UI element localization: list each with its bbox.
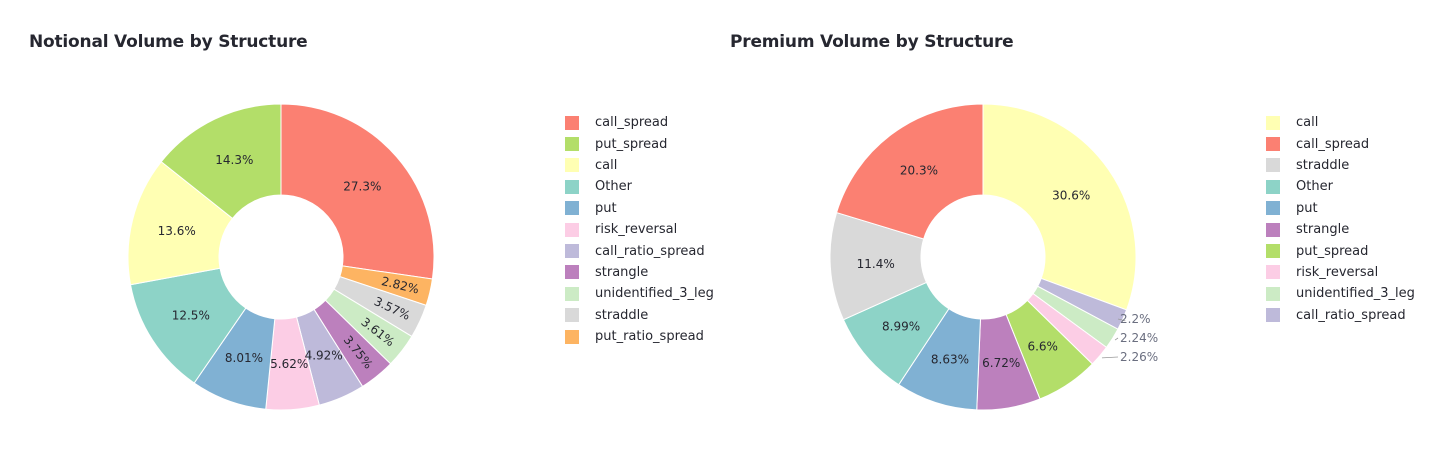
legend-label: straddle (1296, 157, 1350, 173)
legend-label: risk_reversal (1296, 264, 1379, 280)
legend-label: straddle (595, 307, 649, 323)
slice-label-strangle: 6.72% (982, 356, 1020, 370)
slice-label-other: 8.99% (882, 320, 920, 334)
slice-label-other: 12.5% (172, 308, 210, 322)
legend-item-straddle[interactable]: straddle (1266, 155, 1415, 176)
legend-label: unidentified_3_leg (1296, 286, 1415, 302)
slice-label-put-spread: 14.3% (215, 153, 253, 167)
legend-swatch (565, 158, 579, 173)
legend-swatch (565, 244, 579, 259)
legend-label: strangle (1296, 222, 1350, 238)
legend-item-put[interactable]: put (565, 198, 714, 219)
legend-item-call-spread[interactable]: call_spread (1266, 133, 1415, 154)
legend-label: put_spread (1296, 243, 1369, 259)
legend-item-risk-reversal[interactable]: risk_reversal (1266, 262, 1415, 283)
chart-title: Premium Volume by Structure (730, 32, 1014, 52)
legend-label: strangle (595, 264, 649, 280)
legend-label: put (1296, 200, 1318, 216)
legend-label: Other (1296, 179, 1333, 195)
legend-item-other[interactable]: Other (1266, 176, 1415, 197)
legend-item-put[interactable]: put (1266, 198, 1415, 219)
chart-title: Notional Volume by Structure (29, 32, 308, 52)
legend-item-put-ratio-spread[interactable]: put_ratio_spread (565, 326, 714, 347)
legend-swatch (565, 179, 579, 194)
legend-swatch (565, 265, 579, 280)
legend-swatch (565, 329, 579, 344)
premium-donut-chart: 30.6% 2.2% 2.24% 2.26% 6.6% 6.72% 8.63% 8.99% 11… (829, 103, 1158, 411)
slice-label-unidentified-3-leg: 2.24% (1120, 331, 1158, 345)
legend-item-call-spread[interactable]: call_spread (565, 112, 714, 133)
legend-label: Other (595, 179, 632, 195)
legend-swatch (565, 201, 579, 216)
legend-item-call-ratio-spread[interactable]: call_ratio_spread (1266, 305, 1415, 326)
slice-label-put-spread: 6.6% (1027, 339, 1058, 353)
legend-swatch (1266, 308, 1280, 323)
legend-label: call (595, 157, 618, 173)
slice-label-call-spread: 20.3% (900, 164, 938, 178)
legend-item-strangle[interactable]: strangle (565, 262, 714, 283)
premium-legend: call call_spread straddle Other put strangle p… (1266, 112, 1415, 326)
legend-label: risk_reversal (595, 222, 678, 238)
slice-label-straddle: 11.4% (857, 257, 895, 271)
slice-label-call: 13.6% (158, 224, 196, 238)
legend-item-put-spread[interactable]: put_spread (1266, 240, 1415, 261)
slice-label-call-spread: 27.3% (343, 180, 381, 194)
notional-chart-panel: Notional Volume by Structure 27.3% 2.82% 3… (0, 0, 714, 454)
legend-swatch (1266, 137, 1280, 152)
legend-item-risk-reversal[interactable]: risk_reversal (565, 219, 714, 240)
pie-slice-call-spread (835, 103, 984, 240)
legend-swatch (1266, 286, 1280, 301)
legend-label: unidentified_3_leg (595, 286, 714, 302)
legend-swatch (1266, 222, 1280, 237)
label-leader-line (1114, 337, 1119, 341)
legend-item-call[interactable]: call (1266, 112, 1415, 133)
slice-label-risk-reversal: 2.26% (1120, 350, 1158, 364)
slice-label-put: 8.01% (225, 351, 263, 365)
legend-item-call-ratio-spread[interactable]: call_ratio_spread (565, 240, 714, 261)
legend-swatch (565, 115, 579, 130)
label-leader-line (1101, 356, 1119, 359)
legend-label: put_spread (595, 136, 668, 152)
legend-item-unidentified-3-leg[interactable]: unidentified_3_leg (1266, 283, 1415, 304)
legend-label: call_ratio_spread (595, 243, 705, 259)
pie-slice-call-spread (280, 103, 435, 280)
legend-item-unidentified-3-leg[interactable]: unidentified_3_leg (565, 283, 714, 304)
slice-label-put: 8.63% (931, 352, 969, 366)
notional-donut-chart: 27.3%2.82%3.57%3.61%3.75%4.92%5.62%8.01%… (127, 103, 435, 411)
legend-swatch (1266, 265, 1280, 280)
legend-label: call_spread (1296, 136, 1370, 152)
legend-label: call (1296, 115, 1319, 131)
legend-item-call[interactable]: call (565, 155, 714, 176)
legend-swatch (565, 222, 579, 237)
slice-label-risk-reversal: 5.62% (270, 357, 308, 371)
legend-label: call_ratio_spread (1296, 307, 1406, 323)
legend-swatch (1266, 179, 1280, 194)
legend-swatch (565, 137, 579, 152)
legend-label: call_spread (595, 115, 669, 131)
premium-chart-panel: Premium Volume by Structure 30.6% 2.2% 2.2… (700, 0, 1456, 454)
legend-swatch (1266, 115, 1280, 130)
legend-item-put-spread[interactable]: put_spread (565, 133, 714, 154)
legend-label: put_ratio_spread (595, 329, 704, 345)
slice-label-call: 30.6% (1052, 189, 1090, 203)
legend-item-other[interactable]: Other (565, 176, 714, 197)
legend-swatch (565, 308, 579, 323)
legend-swatch (1266, 201, 1280, 216)
legend-item-straddle[interactable]: straddle (565, 305, 714, 326)
legend-swatch (565, 286, 579, 301)
pie-slice-put-spread (160, 103, 282, 220)
pie-slice-call (982, 103, 1137, 311)
legend-label: put (595, 200, 617, 216)
legend-item-strangle[interactable]: strangle (1266, 219, 1415, 240)
slice-label-call-ratio-spread: 4.92% (305, 349, 343, 363)
slice-label-call-ratio-spread: 2.2% (1120, 312, 1151, 326)
legend-swatch (1266, 244, 1280, 259)
legend-swatch (1266, 158, 1280, 173)
label-leader-line (1117, 318, 1126, 322)
